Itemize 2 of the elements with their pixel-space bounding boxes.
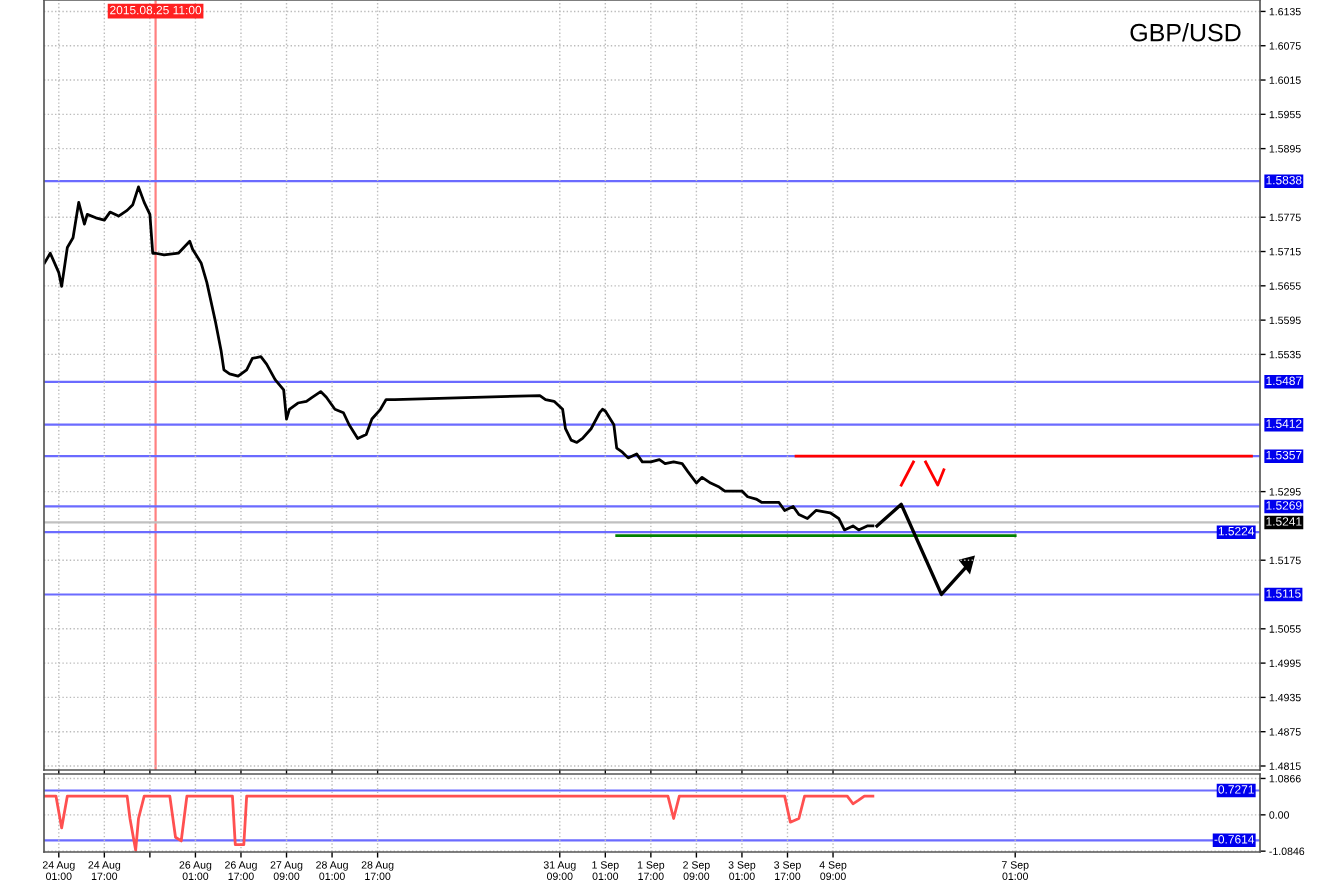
line-series (44, 794, 875, 852)
text: GBP/USD (1130, 23, 1241, 42)
